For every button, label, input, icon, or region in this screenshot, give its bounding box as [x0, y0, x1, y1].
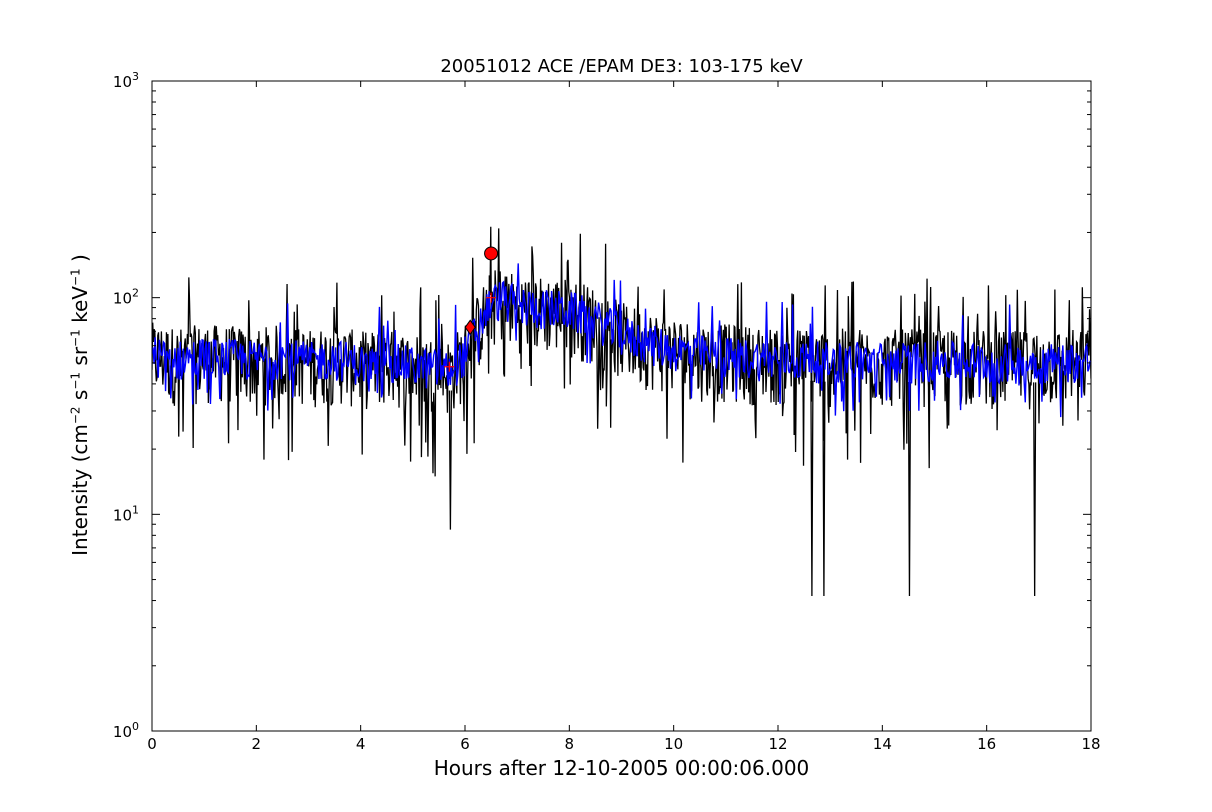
- series-blue-line: [152, 263, 1091, 418]
- series-black-spike-4: [907, 381, 912, 596]
- x-tick-label: 8: [565, 735, 575, 753]
- axes-frame: [151, 80, 1092, 732]
- series-black-spike-1: [448, 390, 453, 530]
- x-tick-label: 6: [460, 735, 470, 753]
- x-tick-label: 2: [252, 735, 262, 753]
- series-black-spike-2: [810, 380, 814, 596]
- series-black-spike-5: [1033, 382, 1037, 596]
- x-tick-label: 10: [664, 735, 683, 753]
- x-axis-label: Hours after 12-10-2005 00:00:06.000: [433, 756, 810, 780]
- chart-title: 20051012 ACE /EPAM DE3: 103-175 keV: [440, 56, 803, 77]
- x-tick-label: 18: [1081, 735, 1100, 753]
- marker-plus-4: [486, 292, 497, 303]
- x-tick-label: 0: [147, 735, 157, 753]
- y-tick-label: 102: [113, 287, 139, 308]
- marker-plus-3: [444, 361, 455, 372]
- marker-circle: [484, 246, 499, 261]
- marker-diamond: [464, 319, 476, 336]
- y-tick-label: 101: [113, 503, 139, 524]
- y-tick-label: 103: [113, 70, 139, 91]
- x-tick-label: 4: [356, 735, 366, 753]
- series-black-spike-3: [822, 381, 826, 596]
- y-tick-label: 100: [113, 720, 139, 741]
- x-tick-label: 14: [873, 735, 892, 753]
- x-tick-label: 12: [768, 735, 787, 753]
- x-tick-label: 16: [977, 735, 996, 753]
